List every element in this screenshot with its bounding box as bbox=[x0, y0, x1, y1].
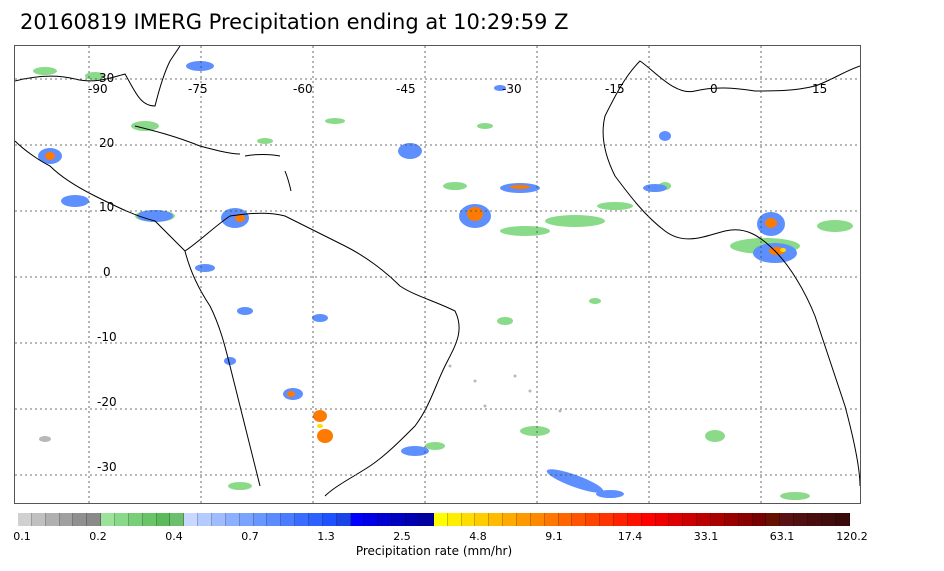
colorbar-swatch bbox=[600, 513, 614, 526]
colorbar-swatch bbox=[613, 513, 628, 526]
colorbar-swatch bbox=[697, 513, 711, 526]
colorbar-swatch bbox=[322, 513, 337, 526]
colorbar-swatch bbox=[766, 513, 781, 526]
colorbar-swatch bbox=[295, 513, 310, 526]
colorbar-swatch bbox=[821, 513, 836, 526]
colorbar-swatch bbox=[752, 513, 767, 526]
colorbar-swatch bbox=[669, 513, 684, 526]
colorbar-swatch bbox=[184, 513, 199, 526]
colorbar-label: 63.1 bbox=[769, 530, 795, 543]
colorbar-swatch bbox=[447, 513, 462, 526]
colorbar bbox=[18, 513, 850, 526]
colorbar-label: 0.2 bbox=[89, 530, 107, 543]
colorbar-label: 17.4 bbox=[617, 530, 643, 543]
colorbar-swatch bbox=[489, 513, 504, 526]
colorbar-swatch bbox=[475, 513, 490, 526]
lat-label: -20 bbox=[97, 395, 117, 409]
colorbar-swatch bbox=[392, 513, 407, 526]
colorbar-label: 0.7 bbox=[241, 530, 259, 543]
colorbar-swatch bbox=[572, 513, 587, 526]
lon-label: -90 bbox=[88, 82, 108, 96]
lon-label: -60 bbox=[293, 82, 313, 96]
colorbar-swatch bbox=[142, 513, 157, 526]
lon-label: -30 bbox=[502, 82, 522, 96]
lat-label: 20 bbox=[99, 136, 115, 150]
colorbar-label: 0.4 bbox=[165, 530, 183, 543]
colorbar-swatch bbox=[641, 513, 656, 526]
colorbar-swatch bbox=[170, 513, 185, 526]
colorbar-swatch bbox=[87, 513, 102, 526]
colorbar-swatch bbox=[31, 513, 46, 526]
colorbar-swatch bbox=[655, 513, 670, 526]
colorbar-swatch bbox=[724, 513, 739, 526]
colorbar-swatch bbox=[530, 513, 545, 526]
colorbar-swatch bbox=[73, 513, 88, 526]
lat-label: -10 bbox=[97, 330, 117, 344]
colorbar-swatch bbox=[738, 513, 753, 526]
precipitation-layer bbox=[33, 61, 853, 500]
colorbar-swatch bbox=[336, 513, 351, 526]
colorbar-swatch bbox=[710, 513, 725, 526]
colorbar-swatch bbox=[225, 513, 240, 526]
colorbar-swatch bbox=[267, 513, 282, 526]
lon-label: 0 bbox=[710, 82, 718, 96]
lat-label: 10 bbox=[99, 200, 115, 214]
colorbar-swatch bbox=[101, 513, 116, 526]
colorbar-swatch bbox=[516, 513, 531, 526]
precipitation-map: -90 -75 -60 -45 -30 -15 0 15 30 20 10 0 … bbox=[14, 45, 861, 504]
colorbar-swatch bbox=[780, 513, 795, 526]
colorbar-swatch bbox=[406, 513, 420, 526]
lat-label: 30 bbox=[99, 71, 115, 85]
colorbar-swatch bbox=[378, 513, 393, 526]
lon-label: 15 bbox=[812, 82, 828, 96]
colorbar-swatch bbox=[461, 513, 476, 526]
coastline-layer bbox=[15, 46, 860, 497]
colorbar-swatch bbox=[835, 513, 850, 526]
colorbar-swatch bbox=[544, 513, 559, 526]
colorbar-label: 120.2 bbox=[836, 530, 868, 543]
lon-label: -15 bbox=[605, 82, 625, 96]
lat-label: -30 bbox=[97, 460, 117, 474]
colorbar-swatch bbox=[45, 513, 60, 526]
colorbar-swatch bbox=[794, 513, 808, 526]
colorbar-label: 4.8 bbox=[469, 530, 487, 543]
colorbar-swatch bbox=[503, 513, 517, 526]
colorbar-swatch bbox=[18, 513, 32, 526]
colorbar-swatch bbox=[807, 513, 822, 526]
colorbar-swatch bbox=[198, 513, 213, 526]
colorbar-swatch bbox=[350, 513, 365, 526]
colorbar-swatch bbox=[627, 513, 642, 526]
colorbar-swatch bbox=[558, 513, 573, 526]
colorbar-swatch bbox=[59, 513, 74, 526]
colorbar-swatch bbox=[128, 513, 143, 526]
colorbar-swatch bbox=[586, 513, 601, 526]
map-title: 20160819 IMERG Precipitation ending at 1… bbox=[20, 10, 569, 34]
colorbar-label: 0.1 bbox=[13, 530, 31, 543]
colorbar-title: Precipitation rate (mm/hr) bbox=[355, 544, 513, 558]
colorbar-label: 9.1 bbox=[545, 530, 563, 543]
colorbar-label: 33.1 bbox=[693, 530, 719, 543]
lat-label: 0 bbox=[103, 265, 111, 279]
colorbar-swatch bbox=[364, 513, 379, 526]
colorbar-swatch bbox=[156, 513, 171, 526]
colorbar-label: 2.5 bbox=[393, 530, 411, 543]
colorbar-swatch bbox=[309, 513, 323, 526]
colorbar-swatch bbox=[115, 513, 129, 526]
colorbar-swatch bbox=[433, 513, 448, 526]
colorbar-swatch bbox=[212, 513, 226, 526]
lon-label: -75 bbox=[188, 82, 208, 96]
colorbar-label: 1.3 bbox=[317, 530, 335, 543]
graticule-layer bbox=[15, 46, 860, 503]
colorbar-swatch bbox=[239, 513, 254, 526]
colorbar-swatch bbox=[419, 513, 434, 526]
colorbar-swatch bbox=[253, 513, 268, 526]
colorbar-swatch bbox=[683, 513, 698, 526]
map-canvas bbox=[15, 46, 860, 503]
lon-label: -45 bbox=[396, 82, 416, 96]
colorbar-swatch bbox=[281, 513, 296, 526]
